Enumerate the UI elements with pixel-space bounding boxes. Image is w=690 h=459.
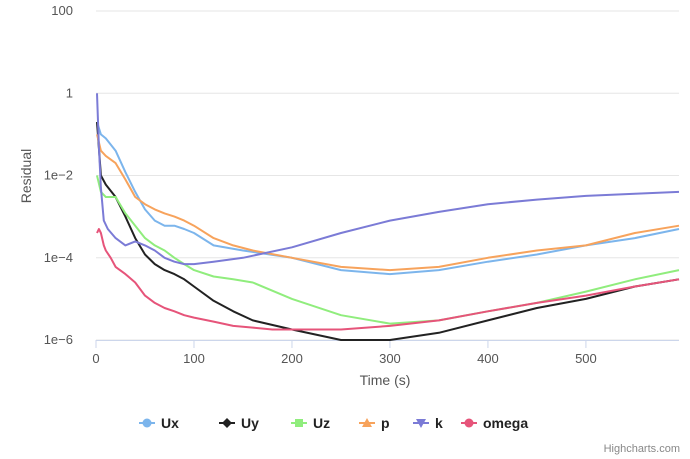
x-tick-label-2: 200 [281, 351, 303, 366]
series-line-Ux[interactable] [96, 121, 680, 276]
series-line-omega[interactable] [96, 228, 680, 331]
legend-item-omega[interactable]: omega [461, 415, 528, 431]
legend[interactable]: Ux Uy Uz p k omega [139, 415, 528, 431]
series-line-Uz[interactable] [96, 175, 680, 325]
x-tick-label-5: 500 [575, 351, 597, 366]
legend-item-k[interactable]: k [413, 415, 443, 431]
axes: 1e−6 1e−4 1e−2 1 100 0 100 200 300 400 500 [44, 3, 679, 366]
legend-label-Uy: Uy [241, 415, 259, 431]
legend-marker-p [362, 418, 372, 427]
series-lines [96, 93, 680, 341]
legend-marker-Uy [222, 418, 232, 428]
legend-item-Uy[interactable]: Uy [219, 415, 259, 431]
legend-label-omega: omega [483, 415, 528, 431]
x-tick-label-0: 0 [92, 351, 99, 366]
legend-item-Ux[interactable]: Ux [139, 415, 179, 431]
y-tick-label-0: 1e−6 [44, 332, 73, 347]
legend-marker-Ux [142, 418, 152, 428]
series-line-k[interactable] [96, 93, 680, 266]
series-line-p[interactable] [96, 134, 680, 272]
legend-marker-k [416, 419, 426, 428]
x-axis-title: Time (s) [360, 372, 411, 388]
credit-link[interactable]: Highcharts.com [603, 443, 680, 455]
legend-label-Ux: Ux [161, 415, 179, 431]
legend-item-Uz[interactable]: Uz [291, 415, 330, 431]
legend-marker-omega [464, 418, 474, 428]
series-line-Uy[interactable] [96, 121, 680, 341]
y-tick-label-1: 1e−4 [44, 250, 73, 265]
legend-item-p[interactable]: p [359, 415, 390, 431]
legend-label-k: k [435, 415, 443, 431]
x-tick-label-1: 100 [183, 351, 205, 366]
y-tick-label-2: 1e−2 [44, 168, 73, 183]
legend-label-p: p [381, 415, 390, 431]
y-tick-label-3: 1 [66, 85, 73, 100]
legend-marker-Uz [295, 419, 303, 427]
legend-label-Uz: Uz [313, 415, 330, 431]
y-tick-label-4: 100 [51, 3, 73, 18]
y-axis-title: Residual [18, 149, 34, 203]
x-tick-label-4: 400 [477, 351, 499, 366]
x-tick-label-3: 300 [379, 351, 401, 366]
